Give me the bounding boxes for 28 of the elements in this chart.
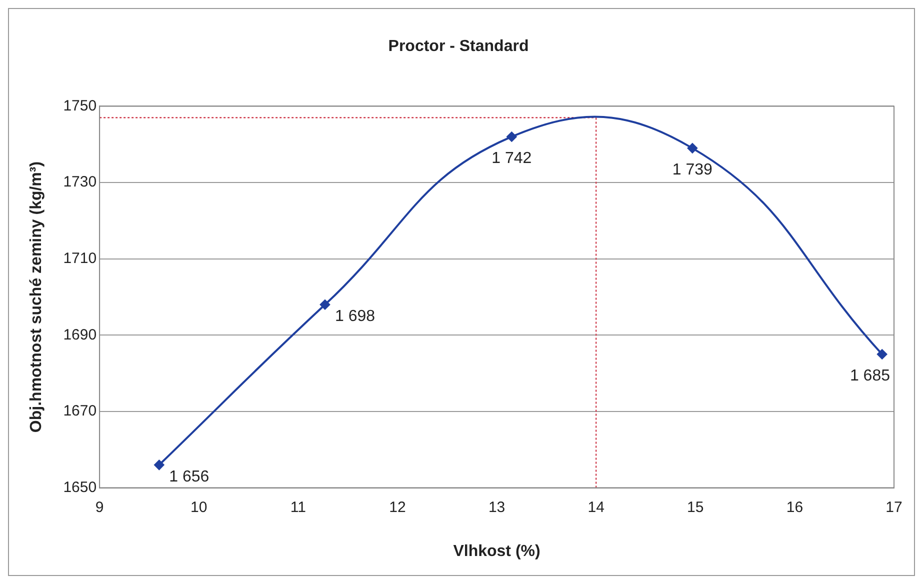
data-label: 1 698	[334, 308, 376, 326]
y-tick-label: 1730	[63, 174, 97, 191]
data-label: 1 656	[169, 468, 210, 486]
x-axis-title: Vlhkost (%)	[453, 542, 540, 560]
point	[687, 143, 698, 154]
point	[506, 132, 517, 142]
y-tick-label: 1650	[63, 478, 97, 496]
data-label: 1 742	[492, 150, 532, 168]
x-tick-label: 10	[190, 498, 208, 516]
x-tick-label: 17	[886, 498, 902, 516]
x-tick-label: 12	[389, 498, 406, 516]
x-tick-label: 13	[488, 498, 506, 516]
y-tick-label: 1750	[63, 97, 97, 114]
point	[320, 300, 330, 310]
y-tick-label: 1690	[63, 326, 97, 344]
chart-title: Proctor - Standard	[388, 38, 529, 56]
x-tick-label: 9	[95, 498, 104, 516]
x-tick-label: 16	[786, 498, 804, 516]
x-tick-label: 11	[290, 498, 306, 516]
data-label: 1 739	[672, 162, 713, 179]
y-axis-title: Obj.hmotnost suché zeminy (kg/m³)	[28, 161, 46, 433]
point	[877, 349, 888, 360]
point	[154, 460, 164, 470]
x-tick-label: 14	[588, 498, 604, 516]
data-label: 1 685	[850, 368, 890, 385]
y-tick-label: 1670	[63, 402, 97, 420]
y-tick-label: 1710	[63, 250, 97, 267]
x-tick-label: 15	[687, 498, 704, 516]
